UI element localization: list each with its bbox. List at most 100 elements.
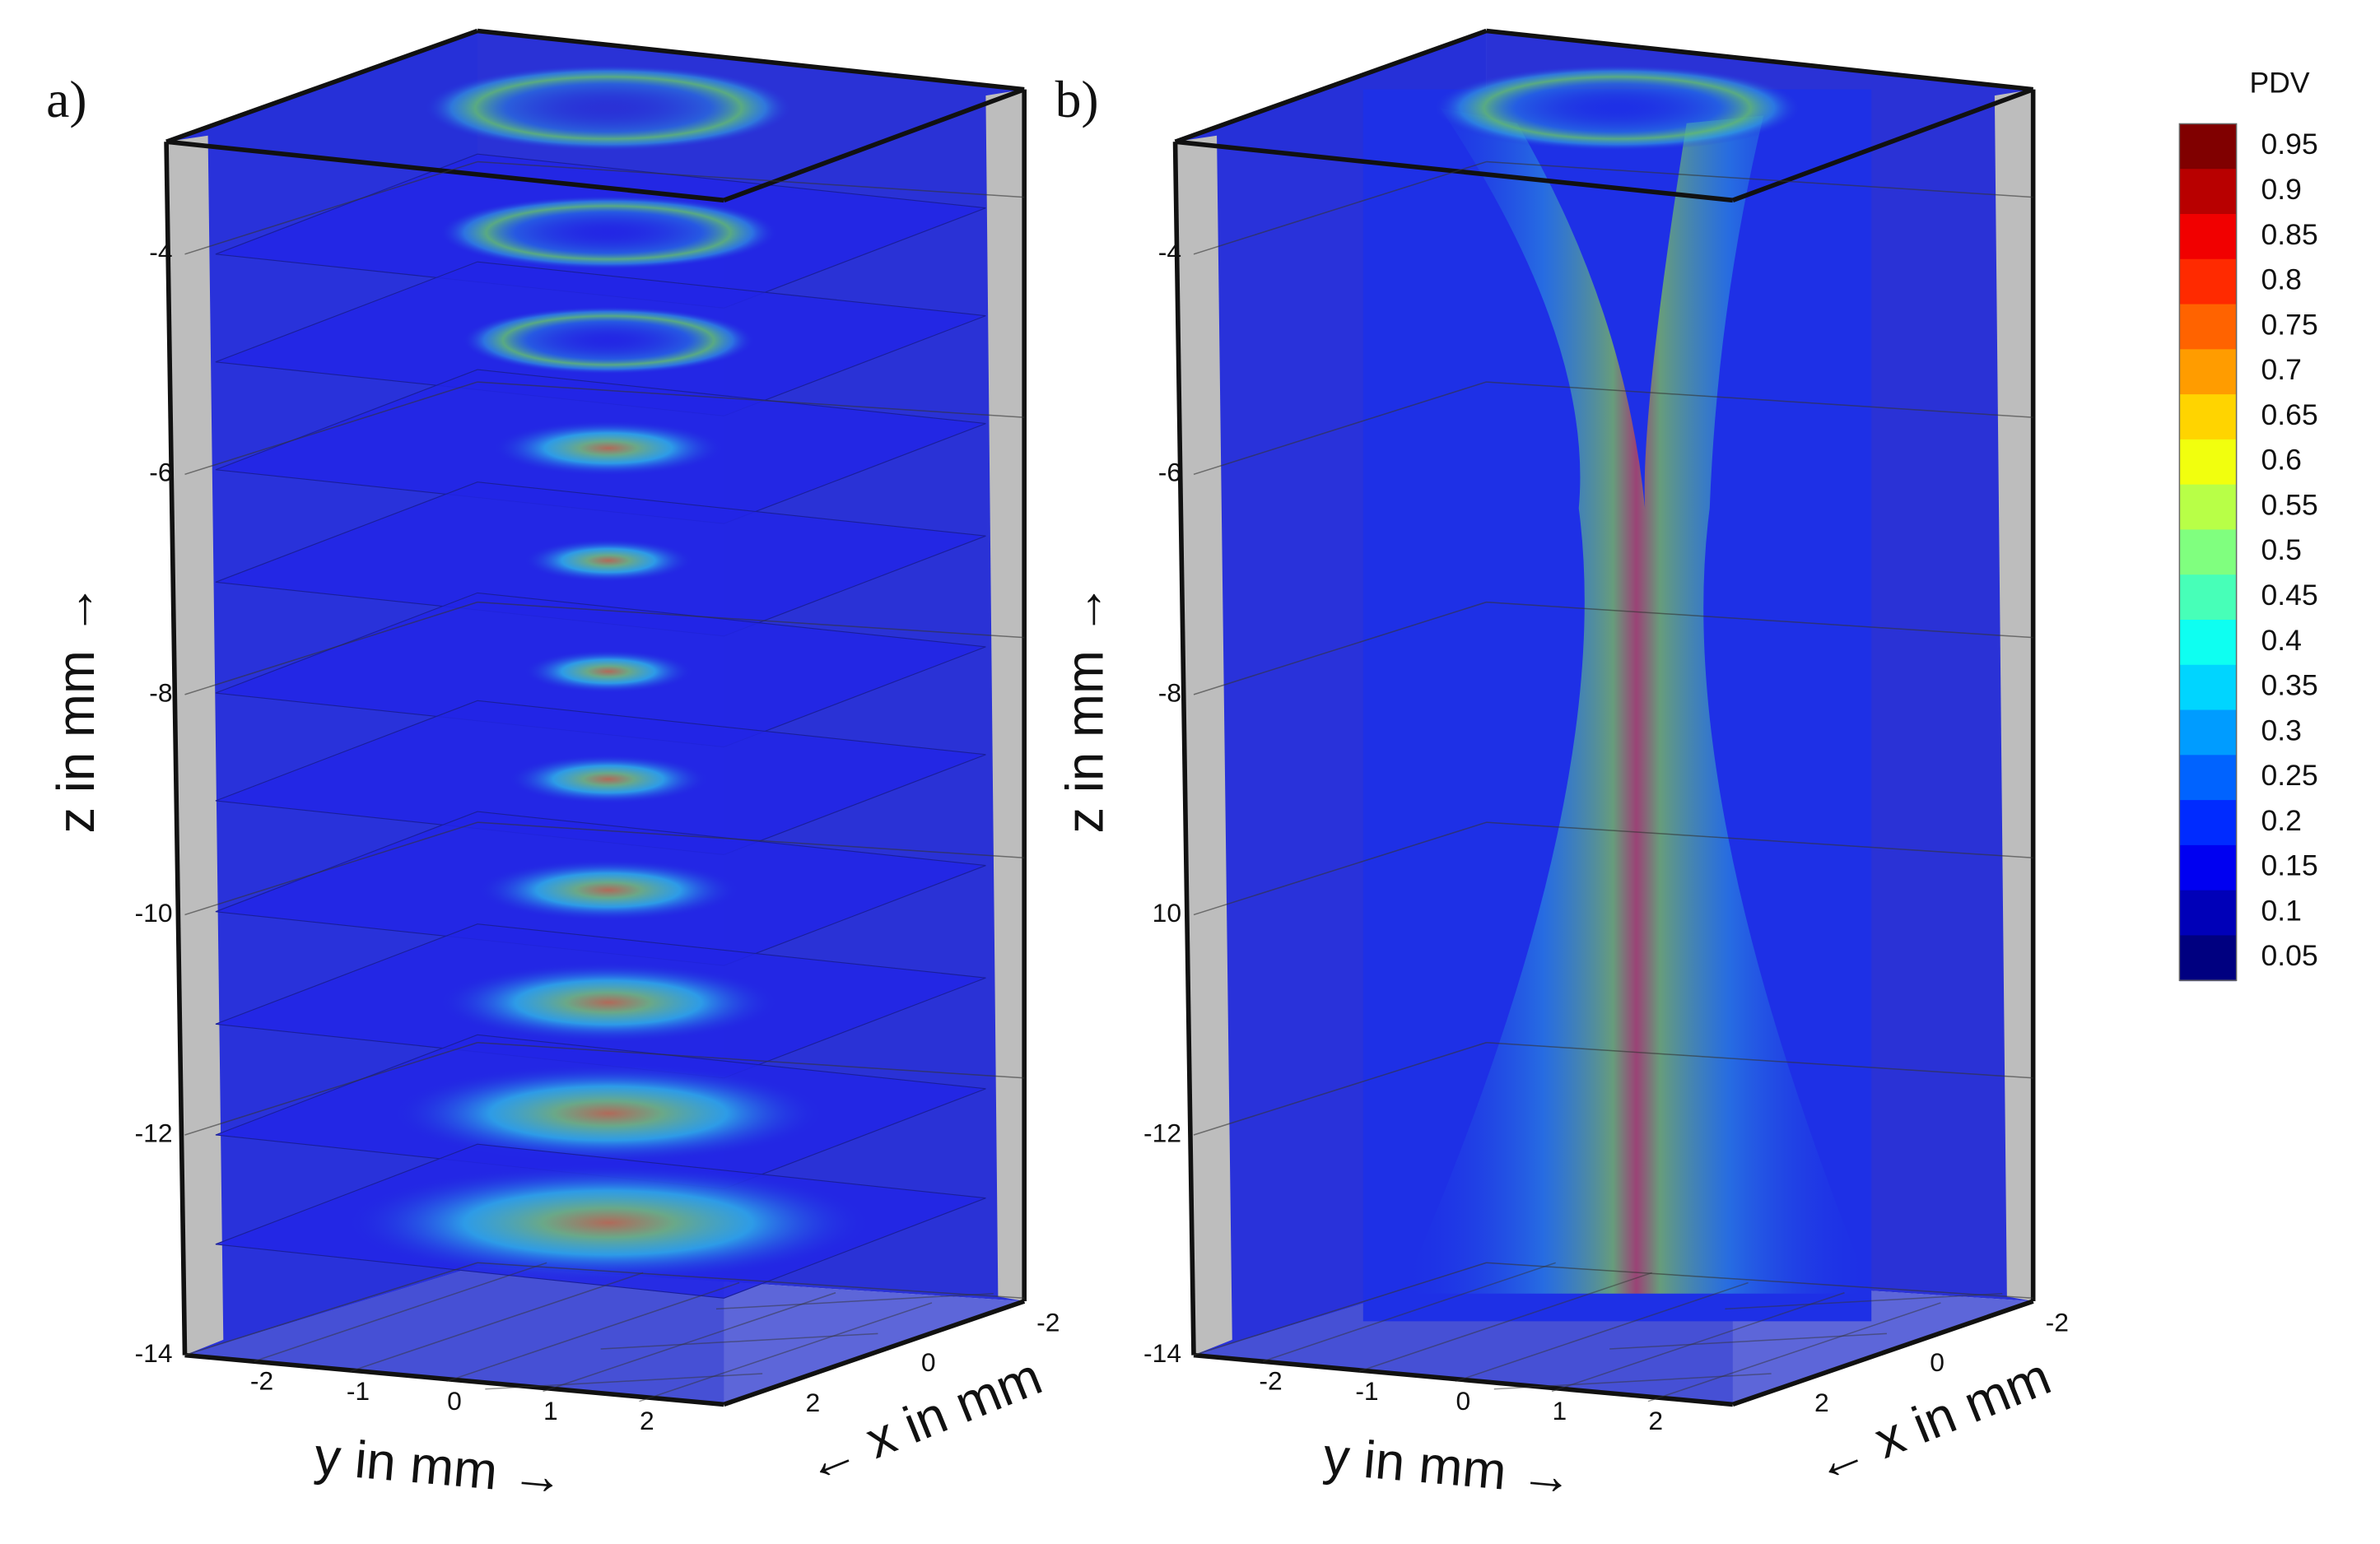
box-edge	[165, 28, 478, 144]
colorbar-segment	[2179, 213, 2237, 260]
colorbar-tick-label: 0.05	[2261, 939, 2318, 972]
colorbar-segment	[2179, 755, 2237, 802]
x-tick-label: 0	[921, 1347, 936, 1377]
beam	[1401, 108, 1872, 1294]
x-grid-line	[485, 1373, 763, 1390]
box-edge	[1193, 1352, 1734, 1407]
z-grid-line	[1193, 601, 1487, 695]
box-edge	[477, 28, 1025, 92]
z-grid-line	[1486, 821, 2033, 858]
side-strip	[1994, 89, 2033, 1302]
slice-field	[346, 1164, 871, 1281]
z-grid-line	[1193, 160, 1487, 255]
z-tick-label: -8	[1158, 677, 1181, 707]
z-grid-line	[477, 601, 1025, 639]
y-grid-line	[639, 1302, 933, 1402]
colorbar-segment	[2179, 709, 2237, 756]
box-edge	[164, 142, 188, 1356]
z-tick-label: -4	[149, 237, 172, 267]
colorbar-tick-label: 0.5	[2261, 533, 2302, 566]
z-grid-line	[1486, 160, 2033, 198]
slice-field	[439, 195, 778, 270]
y-tick-label: -1	[347, 1376, 370, 1406]
z-grid-line	[1486, 1262, 2033, 1300]
ring	[1432, 64, 1803, 151]
colorbar-segment	[2179, 935, 2237, 982]
colorbar-tick-label: 0.25	[2261, 759, 2318, 792]
box-edge	[165, 139, 724, 203]
colorbar-segment	[2179, 664, 2237, 711]
colorbar-segment	[2179, 169, 2237, 215]
x-grid-line	[1609, 1332, 1887, 1350]
y-grid-line	[1262, 1262, 1556, 1362]
colorbar-tick-label: 0.45	[2261, 579, 2318, 612]
y-tick-label: 1	[1552, 1396, 1567, 1425]
slice-field	[393, 1063, 824, 1163]
colorbar-title: PDV	[2249, 66, 2309, 99]
y-tick-label: -1	[1355, 1376, 1378, 1406]
colorbar-segment	[2179, 529, 2237, 576]
slice-field	[439, 962, 778, 1043]
x-tick-label: -2	[2046, 1308, 2069, 1337]
x-grid-line	[600, 1332, 878, 1350]
box-edge	[1731, 86, 2034, 202]
colorbar-tick-label: 0.1	[2261, 894, 2302, 927]
z-grid-line	[477, 1262, 1025, 1300]
colorbar-tick-label: 0.65	[2261, 398, 2318, 431]
colorbar-tick-label: 0.15	[2261, 849, 2318, 882]
y-axis-label: y in mm →	[1321, 1427, 1576, 1507]
colorbar-tick-label: 0.6	[2261, 444, 2302, 477]
z-grid-line	[184, 160, 478, 255]
y-grid-line	[350, 1272, 644, 1372]
z-axis-label: z in mm →	[1056, 584, 1115, 834]
box-edge	[1172, 142, 1196, 1356]
z-tick-label: -6	[149, 458, 172, 487]
colorbar-segment	[2179, 258, 2237, 305]
z-grid-line	[184, 821, 478, 916]
colorbar-tick-label: 0.4	[2261, 624, 2302, 657]
x-grid-line	[1493, 1373, 1772, 1390]
y-tick-label: 1	[543, 1396, 558, 1425]
colorbar-tick-label: 0.9	[2261, 173, 2302, 206]
colorbar-frame	[2178, 123, 2238, 981]
z-grid-line	[184, 1042, 478, 1136]
y-axis-label: y in mm →	[312, 1427, 566, 1507]
colorbar-segment	[2179, 439, 2237, 486]
box-edge	[1174, 28, 1488, 144]
z-grid-line	[477, 381, 1025, 418]
box-edge	[1731, 1299, 2034, 1407]
y-grid-line	[543, 1292, 836, 1393]
x-grid-line	[715, 1292, 994, 1310]
colorbar-tick-label: 0.35	[2261, 669, 2318, 702]
colorbar-tick-label: 0.75	[2261, 308, 2318, 341]
y-grid-line	[1358, 1272, 1652, 1372]
z-axis-label: z in mm →	[47, 584, 105, 834]
z-grid-line	[477, 821, 1025, 858]
colorbar-tick-label: 0.7	[2261, 353, 2302, 386]
x-grid-line	[1725, 1292, 2003, 1310]
colorbar-segment	[2179, 484, 2237, 531]
box-edge	[1175, 139, 1734, 203]
z-grid-line	[1193, 821, 1487, 916]
box-edge	[1486, 28, 2033, 92]
colorbar-tick-label: 0.3	[2261, 714, 2302, 746]
z-tick-label: -12	[1143, 1118, 1181, 1147]
z-grid-line	[477, 160, 1025, 198]
colorbar-segment	[2179, 304, 2237, 351]
z-grid-line	[1193, 381, 1487, 476]
colorbar-tick-label: 0.85	[2261, 218, 2318, 251]
z-grid-line	[184, 1262, 478, 1356]
y-grid-line	[1455, 1281, 1749, 1383]
z-tick-label: -12	[135, 1118, 173, 1147]
z-tick-label: -6	[1158, 458, 1181, 487]
x-tick-label: 0	[1930, 1347, 1945, 1377]
box-edge	[723, 1299, 1026, 1407]
colorbar-segment	[2179, 800, 2237, 846]
z-grid-line	[184, 381, 478, 476]
colorbar-segment	[2179, 349, 2237, 396]
x-tick-label: 2	[806, 1388, 821, 1417]
z-tick-label: 10	[1153, 898, 1181, 928]
slice-field	[524, 649, 693, 694]
